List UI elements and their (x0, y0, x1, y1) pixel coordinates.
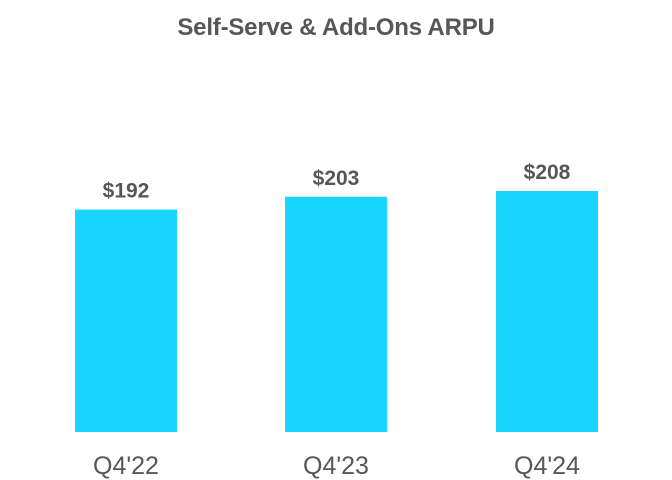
bar-Q4'22 (75, 209, 177, 432)
bar-Q4'24 (496, 191, 598, 432)
category-label: Q4'24 (514, 452, 580, 480)
chart-title: Self-Serve & Add-Ons ARPU (177, 14, 495, 41)
value-label: $192 (103, 180, 150, 203)
bar-Q4'23 (285, 196, 387, 432)
value-label: $203 (313, 167, 360, 190)
category-label: Q4'22 (93, 452, 159, 480)
value-label: $208 (524, 161, 571, 184)
category-label: Q4'23 (303, 452, 369, 480)
